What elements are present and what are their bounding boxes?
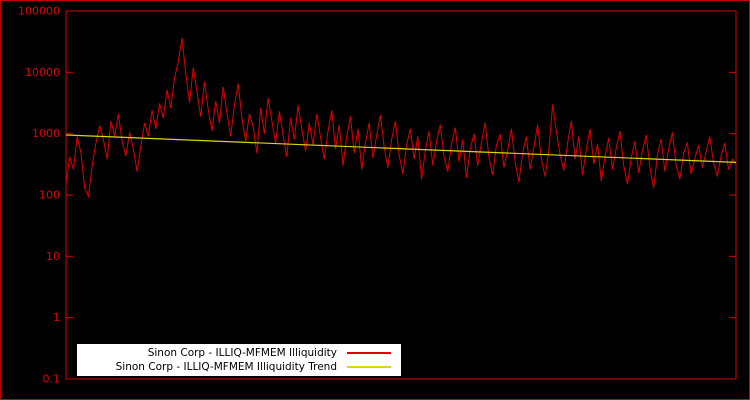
y-tick-label: 10 [46,250,60,263]
legend-item-illiquidity: Sinon Corp - ILLIQ-MFMEM Illiquidity [87,346,391,359]
plot-border [65,10,737,380]
y-tick-label: 1000 [32,127,60,140]
y-tick-label: 10000 [25,66,60,79]
y-tick-label: 100 [39,189,60,202]
legend-line-sample-trend [347,365,391,368]
legend-label-trend: Sinon Corp - ILLIQ-MFMEM Illiquidity Tre… [115,360,337,373]
y-tick-label: 0.1 [43,373,61,386]
legend: Sinon Corp - ILLIQ-MFMEM Illiquidity Sin… [77,344,401,376]
legend-item-trend: Sinon Corp - ILLIQ-MFMEM Illiquidity Tre… [87,360,391,373]
y-tick-label: 100000 [18,5,60,18]
y-tick-label: 1 [53,311,60,324]
legend-line-sample-illiquidity [347,351,391,354]
legend-label-illiquidity: Sinon Corp - ILLIQ-MFMEM Illiquidity [147,346,337,359]
series-illiquidity-line [65,38,737,199]
series-trend-line [65,134,737,163]
